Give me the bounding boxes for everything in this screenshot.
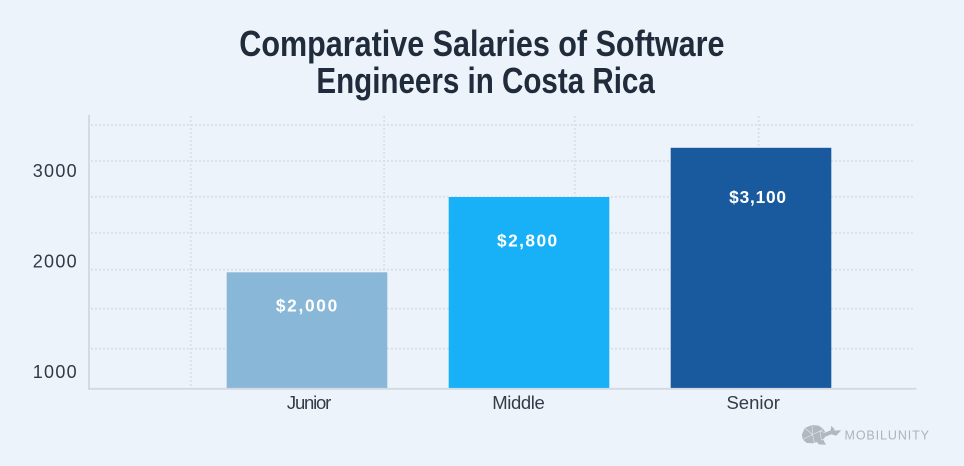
svg-text:1000: 1000 [33,362,78,382]
svg-text:2000: 2000 [33,252,78,272]
svg-text:MOBILUNITY: MOBILUNITY [845,429,930,443]
svg-text:Middle: Middle [492,392,544,413]
svg-text:Senior: Senior [726,392,779,413]
svg-text:$2,000: $2,000 [276,295,339,315]
svg-text:$2,800: $2,800 [497,231,559,251]
svg-text:$3,100: $3,100 [729,187,787,207]
svg-text:3000: 3000 [33,161,78,181]
svg-text:Junior: Junior [287,392,331,413]
